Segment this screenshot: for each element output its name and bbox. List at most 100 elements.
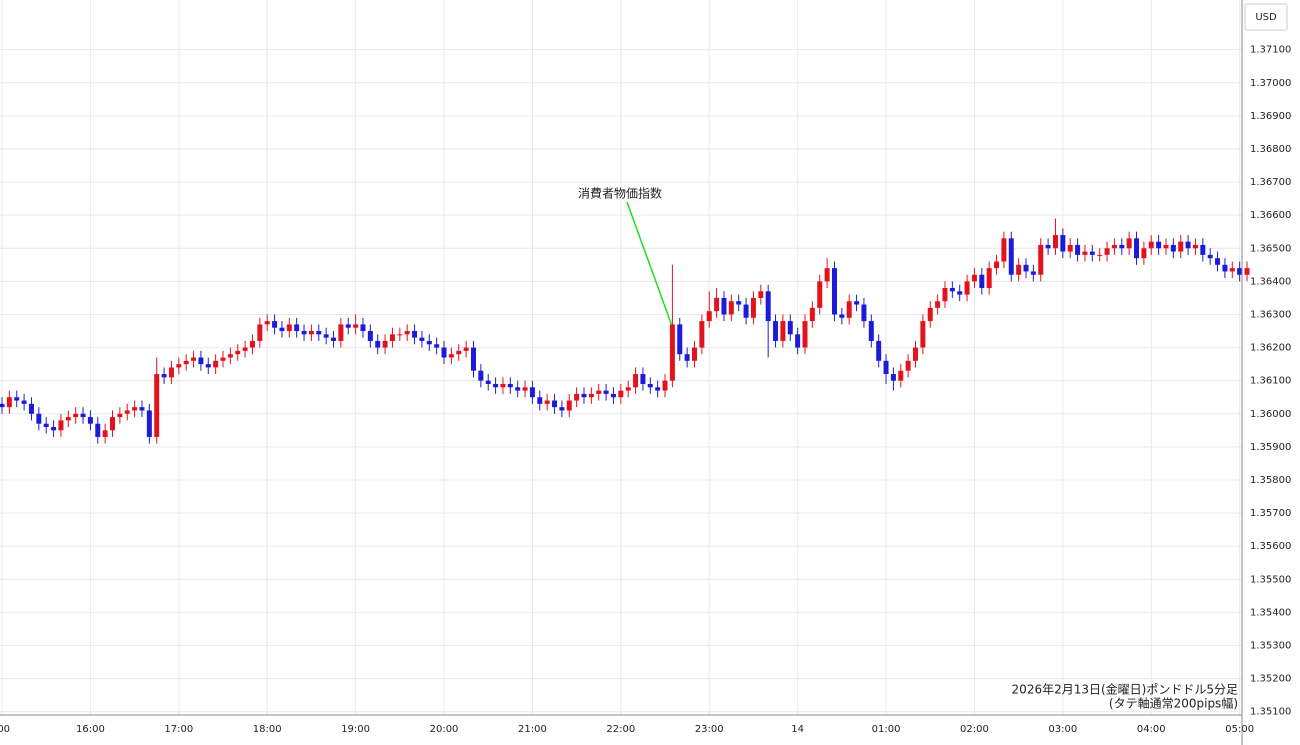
- candle-body: [470, 347, 476, 371]
- candle-body: [537, 397, 543, 404]
- candle-body: [846, 301, 852, 318]
- x-tick-label: 14: [791, 724, 804, 735]
- candle-body: [1075, 244, 1081, 255]
- candle-body: [404, 331, 410, 335]
- candle-body: [1126, 238, 1132, 249]
- candle-body: [529, 387, 535, 398]
- candle-body: [36, 413, 42, 424]
- annotation: 消費者物価指数: [578, 186, 662, 201]
- candle-body: [610, 393, 616, 398]
- candle-body: [677, 324, 683, 355]
- candle-body: [154, 374, 160, 437]
- candle-body: [765, 291, 771, 322]
- candle-body: [1229, 268, 1235, 272]
- candle-body: [117, 413, 123, 418]
- y-tick-label: 1.36200: [1250, 343, 1291, 354]
- candle-body: [235, 350, 241, 355]
- x-tick-label: 01:00: [872, 724, 901, 735]
- candle-body: [132, 407, 138, 411]
- x-tick-label: 23:00: [695, 724, 724, 735]
- candle-body: [73, 413, 79, 418]
- candle-body: [1104, 248, 1110, 255]
- candle-body: [448, 354, 454, 358]
- candle-body: [935, 301, 941, 308]
- candle-body: [1185, 241, 1191, 249]
- candle-body: [323, 334, 329, 338]
- x-tick-label: 19:00: [341, 724, 370, 735]
- candle-body: [618, 390, 624, 398]
- candle-body: [655, 387, 661, 391]
- candle-body: [625, 387, 631, 391]
- candle-body: [662, 380, 668, 391]
- candle-body: [375, 340, 381, 348]
- x-tick-label: 16:00: [76, 724, 105, 735]
- candle-body: [515, 387, 521, 391]
- candle-body: [198, 357, 204, 365]
- candle-body: [1163, 244, 1169, 249]
- candle-body: [249, 340, 255, 348]
- candle-body: [419, 337, 425, 341]
- candle-body: [367, 331, 373, 341]
- candle-body: [979, 274, 985, 288]
- candle-body: [574, 393, 580, 401]
- candle-body: [478, 370, 484, 381]
- candle-body: [743, 304, 749, 318]
- candle-body: [1178, 241, 1184, 252]
- candle-body: [21, 400, 27, 404]
- candle-body: [1097, 254, 1103, 256]
- candle-body: [817, 281, 823, 308]
- candle-body: [1134, 238, 1140, 259]
- candle-body: [949, 287, 955, 292]
- candle-body: [839, 314, 845, 318]
- candle-body: [353, 324, 359, 328]
- candle-body: [728, 301, 734, 315]
- candle-body: [220, 357, 226, 361]
- grid: [0, 0, 1242, 715]
- y-tick-label: 1.37100: [1250, 45, 1291, 56]
- candle-body: [522, 387, 528, 391]
- candle-body: [139, 407, 145, 411]
- y-tick-label: 1.35500: [1250, 574, 1291, 585]
- candle-body: [316, 331, 322, 335]
- candle-body: [272, 321, 278, 328]
- candle-body: [434, 344, 440, 348]
- candle-body: [1237, 268, 1243, 275]
- y-tick-label: 1.35400: [1250, 607, 1291, 618]
- y-tick-label: 1.36400: [1250, 276, 1291, 287]
- x-tick-label: 04:00: [1137, 724, 1166, 735]
- candle-body: [507, 383, 513, 388]
- candle-body: [544, 400, 550, 404]
- candle-body: [640, 374, 646, 384]
- candle-body: [65, 417, 71, 421]
- x-tick-label: 05:00: [1225, 724, 1254, 735]
- y-tick-label: 1.36000: [1250, 409, 1291, 420]
- candle-body: [1222, 264, 1228, 272]
- candle-body: [397, 334, 403, 336]
- candle-body: [736, 301, 742, 305]
- x-tick-label: 21:00: [518, 724, 547, 735]
- x-tick-label: 02:00: [960, 724, 989, 735]
- currency-box: [1244, 3, 1288, 31]
- candle-body: [1148, 241, 1154, 249]
- y-tick-label: 1.35900: [1250, 442, 1291, 453]
- candle-body: [146, 410, 152, 437]
- candle-body: [1023, 264, 1029, 272]
- candle-body: [412, 331, 418, 338]
- candle-body: [51, 427, 57, 431]
- y-tick-label: 1.36900: [1250, 111, 1291, 122]
- x-tick-label: 20:00: [430, 724, 459, 735]
- x-tick-label: 03:00: [1048, 724, 1077, 735]
- candle-body: [633, 374, 639, 388]
- candle-body: [964, 281, 970, 295]
- y-tick-label: 1.35800: [1250, 475, 1291, 486]
- candle-body: [1215, 258, 1221, 265]
- candle-body: [898, 370, 904, 381]
- candle-body: [559, 407, 565, 411]
- candle-body: [257, 324, 263, 341]
- candle-body: [28, 403, 34, 414]
- y-tick-label: 1.35300: [1250, 640, 1291, 651]
- candle-body: [795, 334, 801, 348]
- candle-body: [669, 324, 675, 381]
- candle-body: [588, 393, 594, 398]
